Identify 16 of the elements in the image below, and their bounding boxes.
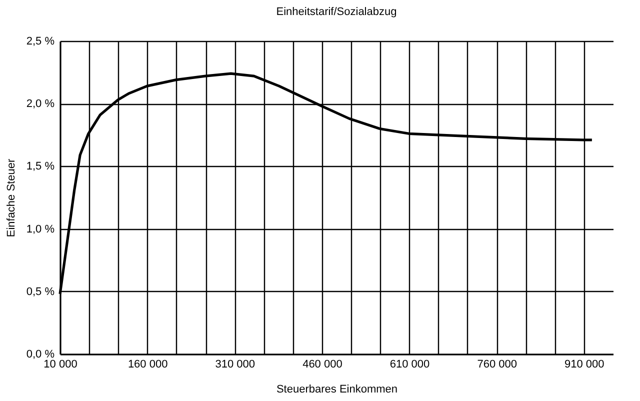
- y-tick-label: 2,5 %: [26, 36, 55, 48]
- x-tick-label: 460 000: [302, 358, 342, 370]
- y-axis-title: Einfache Steuer: [5, 158, 18, 238]
- x-axis-title: Steuerbares Einkommen: [276, 384, 398, 396]
- x-tick-label: 760 000: [477, 358, 517, 370]
- x-tick-label: 310 000: [215, 358, 256, 370]
- x-tick-label: 610 000: [390, 358, 430, 370]
- chart-title: Einheitstarif/Sozialabzug: [276, 6, 397, 18]
- y-tick-label: 1,5 %: [26, 160, 55, 173]
- y-tick-label: 2,0 %: [26, 98, 55, 110]
- x-tick-label: 160 000: [128, 358, 168, 370]
- y-tick-label: 0,5 %: [26, 286, 55, 298]
- x-tick-label: 910 000: [564, 358, 604, 370]
- x-tick-label: 10 000: [44, 358, 78, 370]
- y-tick-label: 1,0 %: [26, 223, 55, 236]
- y-tick-label: 0,0 %: [26, 348, 55, 360]
